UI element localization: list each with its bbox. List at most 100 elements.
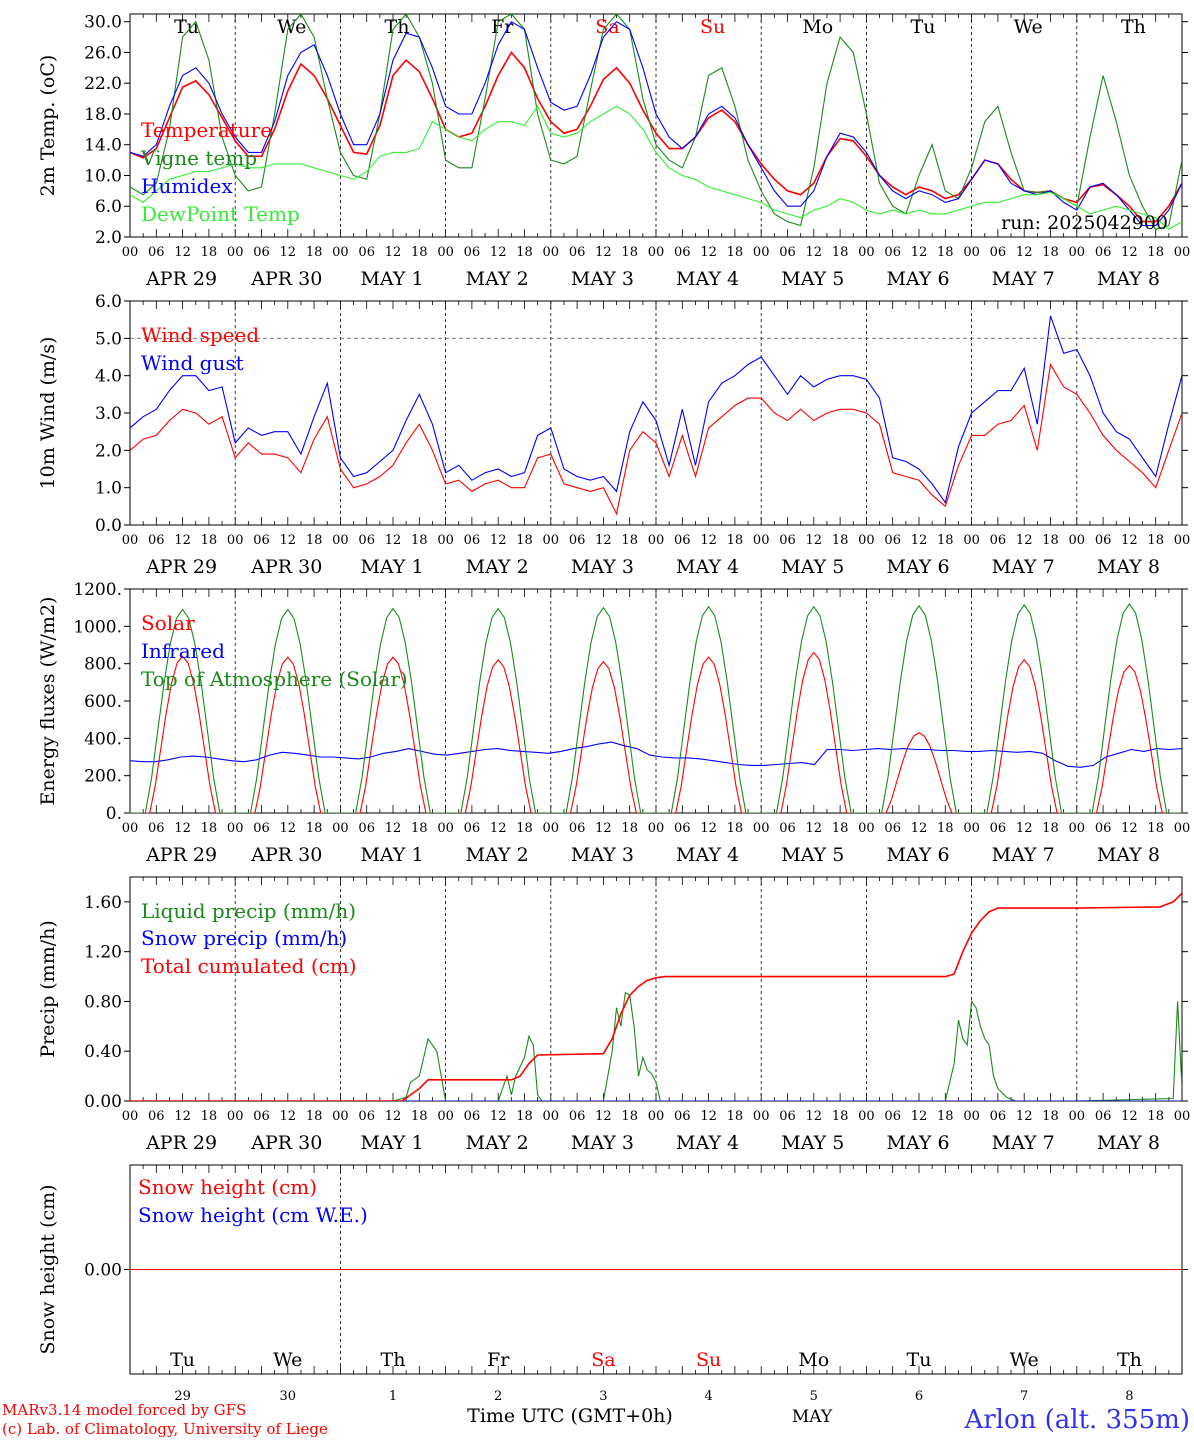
hour-tick-label: 18 — [1147, 821, 1164, 836]
day-name: Tu — [911, 16, 936, 38]
hour-tick-label: 06 — [674, 821, 691, 836]
hour-tick-label: 12 — [700, 245, 717, 260]
hour-tick-label: 00 — [227, 821, 244, 836]
hour-tick-label: 06 — [674, 533, 691, 548]
date-label: MAY 4 — [676, 844, 739, 866]
date-label: MAY 7 — [992, 844, 1055, 866]
day-name: Sa — [591, 1349, 615, 1371]
hour-tick-label: 12 — [1016, 245, 1033, 260]
hour-tick-label: 00 — [227, 245, 244, 260]
date-label: MAY 4 — [676, 268, 739, 290]
legend-entry: Top of Atmosphere (Solar) — [141, 667, 408, 691]
y-tick-label: 0.80 — [84, 992, 122, 1012]
date-label: MAY 2 — [466, 1132, 529, 1154]
hour-tick-label: 12 — [806, 1109, 823, 1124]
hour-tick-label: 12 — [174, 1109, 191, 1124]
date-label: MAY 3 — [571, 268, 634, 290]
hour-tick-label: 12 — [911, 1109, 928, 1124]
panel-5: 0.00 Snow height (cm) Tu We Th Fr Sa Su Mo Tu We Th… — [37, 1164, 1188, 1404]
date-label: MAY 5 — [781, 268, 844, 290]
hour-tick-label: 18 — [727, 821, 744, 836]
hour-tick-label: 00 — [858, 821, 875, 836]
hour-tick-label: 06 — [884, 821, 901, 836]
y-tick-label: 26.0 — [84, 43, 122, 63]
legend-entry: Temperature — [141, 118, 272, 142]
hour-tick-label: 00 — [753, 1109, 770, 1124]
date-label: MAY 5 — [781, 556, 844, 578]
y-tick-label: 4.0 — [95, 367, 122, 387]
y-tick-label: 3.0 — [95, 404, 122, 424]
y-tick-label: 0. — [106, 804, 122, 824]
hour-tick-label: 18 — [516, 533, 533, 548]
hour-tick-label: 00 — [963, 821, 980, 836]
hour-tick-label: 00 — [1174, 245, 1191, 260]
date-label: MAY 1 — [360, 268, 423, 290]
hour-tick-label: 18 — [201, 245, 218, 260]
hour-tick-label: 12 — [595, 1109, 612, 1124]
hour-tick-label: 18 — [411, 821, 428, 836]
legend-entry: Snow precip (mm/h) — [141, 926, 347, 950]
hour-tick-label: 18 — [1042, 245, 1059, 260]
y-tick-label: 0.40 — [84, 1042, 122, 1062]
y-tick-label: 14.0 — [84, 136, 122, 156]
day-number: 5 — [810, 1389, 818, 1404]
hour-tick-label: 00 — [648, 1109, 665, 1124]
date-label: APR 30 — [250, 844, 322, 866]
hour-tick-label: 12 — [806, 245, 823, 260]
y-tick-label: 6.0 — [95, 197, 122, 217]
hour-tick-label: 06 — [674, 245, 691, 260]
hour-tick-label: 18 — [1042, 533, 1059, 548]
hour-tick-label: 18 — [1147, 245, 1164, 260]
date-label: MAY 2 — [466, 844, 529, 866]
panel-3: 0. 200. 400. 600. 800. 1000. 1200. Energy fluxe… — [37, 580, 1190, 866]
hour-tick-label: 00 — [122, 821, 139, 836]
hour-tick-label: 06 — [884, 1109, 901, 1124]
date-label: APR 29 — [145, 844, 217, 866]
day-name: Tu — [174, 16, 199, 38]
date-label: MAY 8 — [1097, 556, 1160, 578]
hour-tick-label: 00 — [1069, 1109, 1086, 1124]
series-group — [130, 892, 1182, 1101]
hour-tick-label: 06 — [990, 1109, 1007, 1124]
legend-entry: Total cumulated (cm) — [141, 954, 357, 978]
hour-tick-label: 00 — [858, 1109, 875, 1124]
hour-tick-label: 06 — [779, 533, 796, 548]
hour-tick-label: 00 — [437, 533, 454, 548]
hour-tick-label: 00 — [437, 1109, 454, 1124]
date-label: MAY 5 — [781, 1132, 844, 1154]
y-tick-label: 1000. — [73, 617, 122, 637]
y-tick-label: 2.0 — [95, 228, 122, 248]
hour-tick-label: 06 — [1095, 821, 1112, 836]
hour-tick-label: 18 — [411, 533, 428, 548]
date-label: APR 29 — [145, 556, 217, 578]
date-label: MAY 8 — [1097, 268, 1160, 290]
y-tick-label: 22.0 — [84, 74, 122, 94]
hour-tick-label: 12 — [280, 821, 297, 836]
hour-tick-label: 06 — [1095, 1109, 1112, 1124]
hour-tick-label: 00 — [437, 245, 454, 260]
hour-tick-label: 12 — [280, 245, 297, 260]
panel-frame — [129, 588, 1183, 814]
hour-tick-label: 00 — [122, 1109, 139, 1124]
y-axis-label: 10m Wind (m/s) — [37, 337, 59, 490]
hour-tick-label: 18 — [201, 533, 218, 548]
date-label: APR 30 — [250, 268, 322, 290]
hour-tick-label: 06 — [148, 533, 165, 548]
hour-tick-label: 18 — [306, 245, 323, 260]
hour-tick-label: 00 — [648, 821, 665, 836]
hour-tick-label: 12 — [1016, 533, 1033, 548]
hour-tick-label: 12 — [490, 821, 507, 836]
y-tick-label: 1.0 — [95, 479, 122, 499]
date-label: MAY 6 — [886, 268, 949, 290]
date-label: MAY 7 — [992, 268, 1055, 290]
hour-tick-label: 00 — [332, 821, 349, 836]
panels-layer: 2.06.010.014.018.022.026.030.02m Temp. (… — [37, 13, 1190, 1404]
hour-tick-label: 18 — [201, 821, 218, 836]
series-line — [130, 651, 1182, 813]
y-tick-label: 2.0 — [95, 441, 122, 461]
hour-tick-label: 06 — [253, 245, 270, 260]
hour-tick-label: 06 — [253, 821, 270, 836]
hour-tick-label: 12 — [490, 245, 507, 260]
y-tick-label: 30.0 — [84, 13, 122, 33]
